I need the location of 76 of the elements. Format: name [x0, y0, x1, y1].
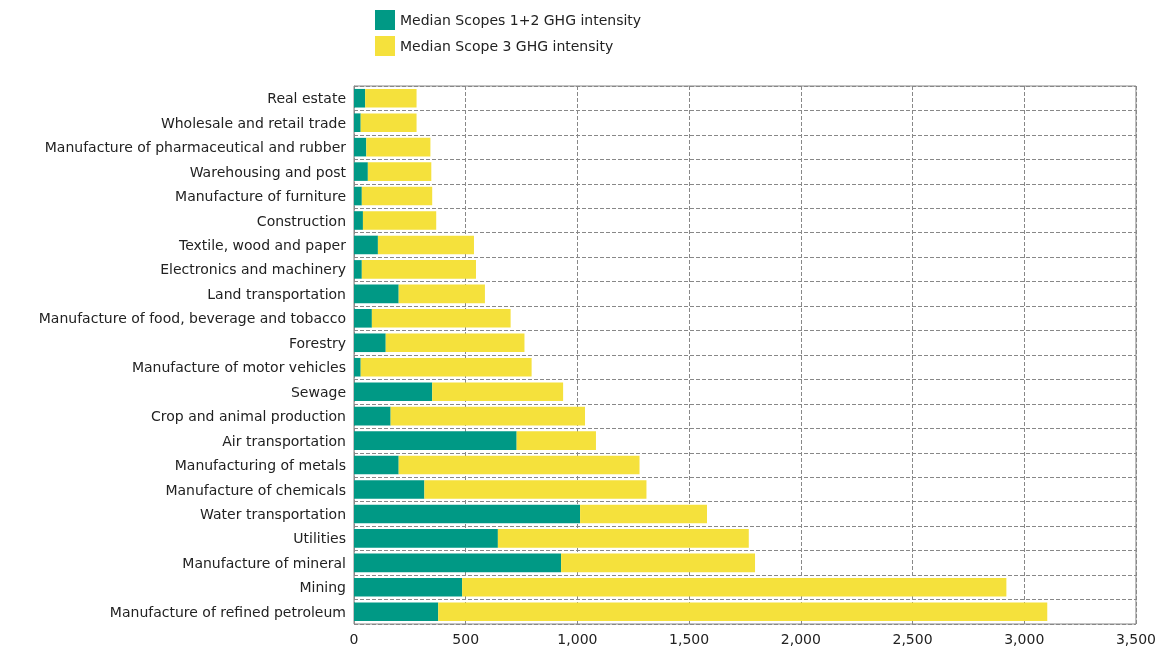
- x-tick-label: 3,000: [1004, 631, 1045, 647]
- y-tick-label: Land transportation: [207, 285, 346, 302]
- bar: [366, 137, 431, 157]
- bar: [438, 602, 1048, 622]
- y-tick-label: Manufacture of pharmaceutical and rubber: [44, 139, 347, 156]
- x-tick-label: 1,000: [557, 631, 598, 647]
- bar: [354, 88, 366, 108]
- bar: [497, 529, 749, 548]
- y-tick-label: Textile, wood and paper: [177, 236, 347, 253]
- legend-label: Median Scopes 1+2 GHG intensity: [400, 12, 642, 28]
- y-tick-label: Manufacture of refined petroleum: [109, 603, 346, 620]
- bar: [354, 284, 399, 304]
- bar: [377, 235, 474, 255]
- bar: [354, 602, 439, 622]
- bar: [360, 357, 532, 377]
- bar: [371, 309, 511, 328]
- bar: [365, 88, 417, 108]
- y-tick-label: Crop and animal production: [151, 408, 346, 425]
- bar: [580, 504, 707, 524]
- bar: [354, 529, 498, 548]
- bar: [362, 211, 437, 230]
- y-tick-label: Manufacture of food, beverage and tobacco: [38, 310, 346, 327]
- x-tick-label: 2,000: [780, 631, 821, 647]
- y-tick-label: Air transportation: [222, 432, 346, 449]
- bar: [354, 480, 425, 499]
- bar: [354, 137, 367, 157]
- y-tick-label: Utilities: [293, 530, 346, 547]
- bar: [360, 113, 417, 132]
- bar: [354, 504, 581, 524]
- bar: [354, 553, 562, 573]
- bar: [361, 186, 433, 206]
- y-tick-label: Sewage: [290, 383, 346, 400]
- bar: [354, 382, 433, 401]
- bar: [354, 113, 361, 132]
- bar: [354, 357, 361, 377]
- bar: [354, 578, 463, 597]
- x-tick-label: 2,500: [892, 631, 933, 647]
- bar: [462, 578, 1007, 597]
- bar: [354, 455, 399, 475]
- x-tick-label: 1,500: [669, 631, 710, 647]
- y-tick-label: Water transportation: [200, 505, 346, 522]
- bar: [354, 260, 362, 279]
- bar: [385, 333, 525, 353]
- y-tick-label: Mining: [299, 579, 346, 596]
- x-tick-label: 500: [452, 631, 480, 647]
- bar: [398, 455, 640, 475]
- y-tick-label: Wholesale and retail trade: [160, 114, 346, 131]
- y-tick-label: Manufacture of motor vehicles: [131, 359, 346, 376]
- bar: [354, 211, 363, 230]
- bar: [432, 382, 564, 401]
- y-tick-label: Real estate: [267, 90, 346, 107]
- legend-label: Median Scope 3 GHG intensity: [400, 38, 614, 54]
- bar: [354, 406, 391, 426]
- y-tick-label: Forestry: [288, 334, 346, 351]
- x-tick-label: 3,500: [1115, 631, 1157, 647]
- y-tick-label: Manufacture of mineral: [182, 554, 346, 571]
- bar: [354, 162, 368, 181]
- y-tick-label: Manufacturing of metals: [174, 457, 346, 474]
- y-tick-label: Manufacture of chemicals: [165, 481, 346, 498]
- bar: [561, 553, 756, 573]
- y-tick-label: Electronics and machinery: [160, 261, 346, 278]
- bar: [361, 260, 476, 279]
- bar: [390, 406, 586, 426]
- bar: [398, 284, 485, 304]
- bar: [354, 431, 517, 450]
- y-tick-label: Manufacture of furniture: [175, 188, 346, 205]
- bar: [354, 186, 362, 206]
- bar: [354, 309, 372, 328]
- bar: [424, 480, 647, 499]
- bar: [354, 333, 386, 353]
- bar: [354, 235, 378, 255]
- bar: [367, 162, 432, 181]
- bar: [516, 431, 596, 450]
- y-tick-label: Warehousing and post: [189, 163, 347, 180]
- y-tick-label: Construction: [256, 212, 346, 229]
- x-tick-label: 0: [349, 631, 359, 647]
